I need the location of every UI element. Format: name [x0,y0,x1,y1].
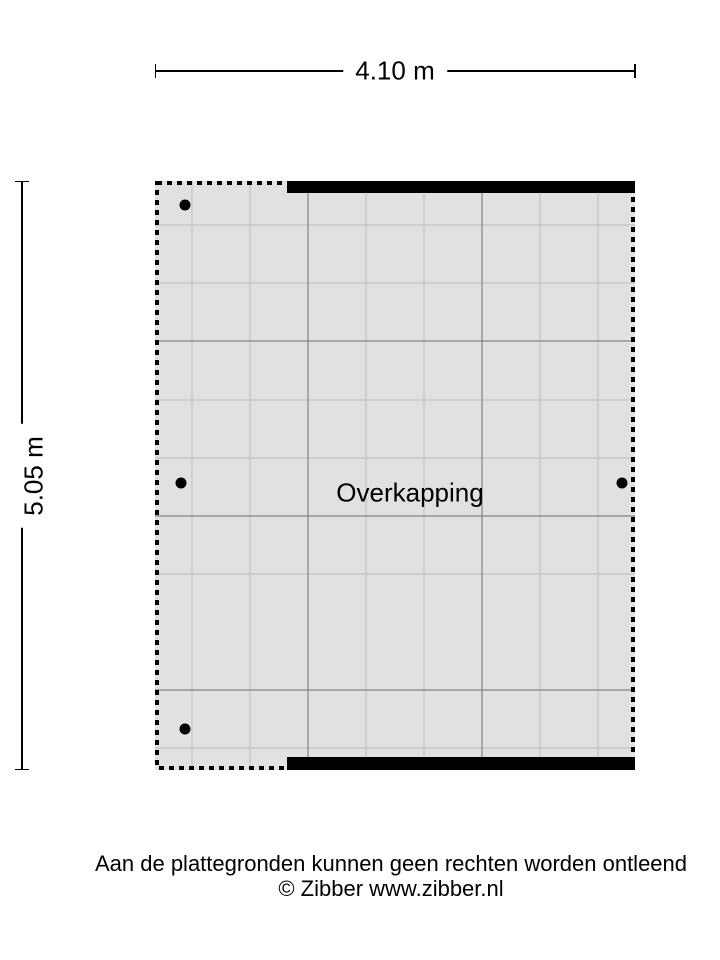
footer: Aan de plattegronden kunnen geen rechten… [95,851,687,901]
width-dimension-label: 4.10 m [343,53,447,89]
disclaimer-text: Aan de plattegronden kunnen geen rechten… [94,851,688,876]
floor-plan-svg [155,181,635,770]
height-dimension-label: 5.05 m [16,424,52,528]
height-dimension-tick-bottom [15,768,29,770]
height-dimension-tick-top [15,180,29,182]
post-dot [179,199,191,211]
wall-segment [287,181,635,193]
post-dot [175,477,187,489]
wall-segment [287,757,635,770]
width-dimension-tick-right [634,64,636,78]
post-dot [616,477,628,489]
copyright-text: © Zibber www.zibber.nl [278,876,504,901]
post-dot [179,723,191,735]
floor-area [155,181,635,770]
room-label: Overkapping [336,477,484,508]
width-dimension-tick-left [154,64,156,78]
